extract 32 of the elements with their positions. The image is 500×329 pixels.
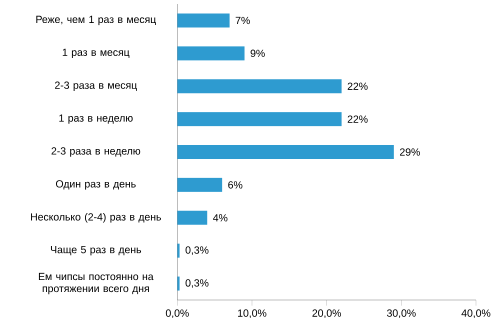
bar xyxy=(177,79,342,94)
x-tick-label: 40,0% xyxy=(461,309,490,318)
x-tick-label: 20,0% xyxy=(312,309,342,318)
data-label: 29% xyxy=(400,148,420,156)
data-label: 0,3% xyxy=(186,246,208,255)
bar xyxy=(177,210,208,225)
data-label: 22% xyxy=(348,115,368,123)
y-tick-label: Один раз в день xyxy=(56,180,136,190)
data-label: 6% xyxy=(228,181,242,189)
data-label: 7% xyxy=(236,16,250,24)
data-label: 22% xyxy=(348,82,368,90)
data-label: 4% xyxy=(213,214,228,222)
y-tick-label: Несколько (2-4) раз в день xyxy=(31,212,161,223)
y-tick-label: Ем чипсы постоянно на протяжении всего дня xyxy=(38,272,154,294)
bar xyxy=(177,13,230,28)
bar xyxy=(177,244,180,258)
bar xyxy=(177,178,222,192)
data-label: 9% xyxy=(250,50,265,58)
y-tick-label: 1 раз в неделю xyxy=(59,114,133,124)
y-tick-label: 1 раз в месяц xyxy=(62,48,130,58)
bar xyxy=(177,276,180,291)
y-tick-label: 2-3 раза в неделю xyxy=(52,147,140,157)
y-tick-label: 2-3 раза в месяц xyxy=(55,82,137,91)
y-tick-label: Реже, чем 1 раз в месяц xyxy=(36,16,156,26)
x-tick-label: 30,0% xyxy=(386,309,416,318)
x-tick-label: 10,0% xyxy=(238,309,266,318)
bar xyxy=(177,145,394,160)
bar xyxy=(177,112,342,126)
bar xyxy=(177,46,245,60)
y-tick-label: Чаще 5 раз в день xyxy=(50,246,142,256)
x-tick-label: 0,0% xyxy=(166,309,189,318)
data-label: 0,3% xyxy=(186,279,208,288)
